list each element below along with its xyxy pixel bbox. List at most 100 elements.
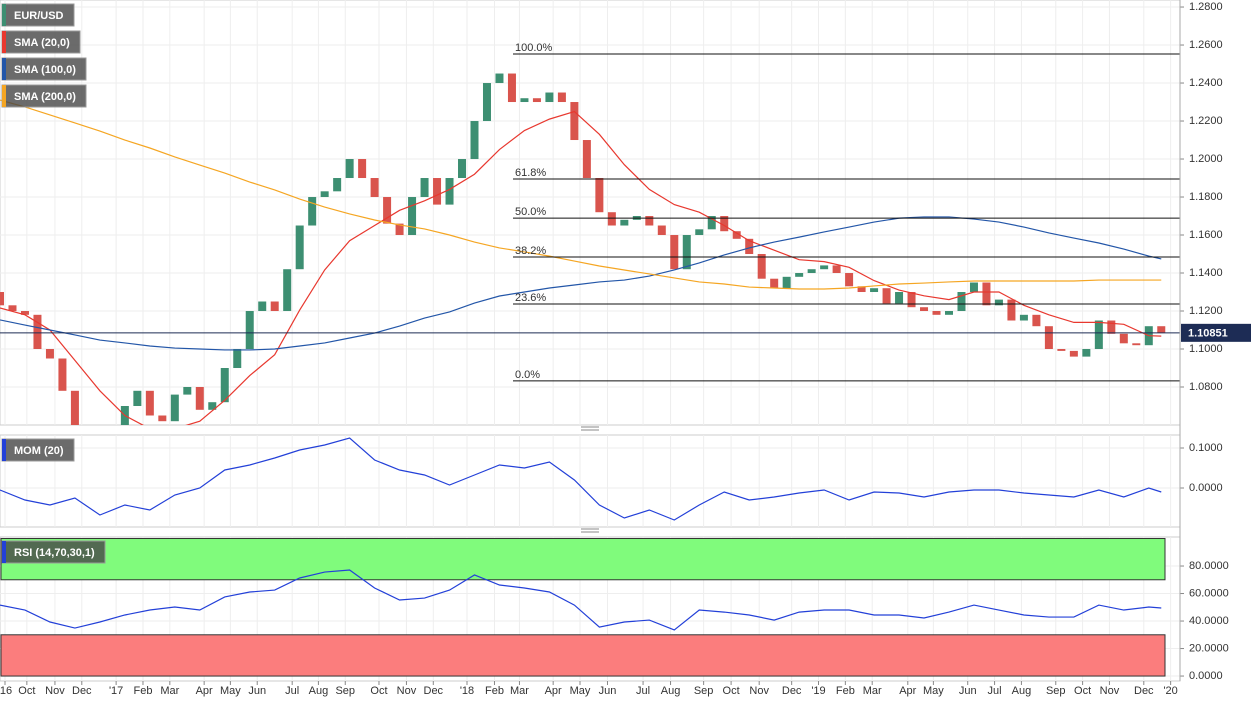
candle-body — [607, 212, 616, 226]
x-tick-label: '18 — [460, 685, 474, 697]
y-tick-label: 1.2200 — [1189, 115, 1223, 127]
legend-label: EUR/USD — [14, 10, 64, 22]
y-tick-label: 1.2600 — [1189, 39, 1223, 51]
fibonacci-label: 50.0% — [515, 206, 546, 218]
x-tick-label: Aug — [1012, 685, 1032, 697]
legend-swatch — [2, 541, 6, 563]
series-line — [0, 569, 1162, 631]
x-tick-label: Jul — [285, 685, 299, 697]
plot-area — [0, 437, 1162, 521]
candle-body — [470, 121, 479, 160]
candle-body — [1007, 299, 1016, 321]
candle-body — [458, 159, 467, 179]
series-line — [0, 110, 1162, 425]
y-tick-label: 0.0000 — [1189, 670, 1223, 682]
candle-body — [370, 178, 379, 198]
candle-body — [832, 265, 841, 274]
y-tick-label: 1.2000 — [1189, 153, 1223, 165]
candle-body — [807, 269, 816, 274]
candle-body — [58, 358, 67, 391]
x-tick-label: Oct — [370, 685, 387, 697]
candle-body — [557, 92, 566, 103]
candle-body — [920, 307, 929, 312]
candle-body — [757, 254, 766, 279]
candle-body — [145, 390, 154, 416]
candle-body — [195, 387, 204, 410]
fibonacci-label: 38.2% — [515, 245, 546, 257]
series-line — [0, 99, 1162, 290]
fibonacci-label: 0.0% — [515, 369, 540, 381]
candle-body — [770, 278, 779, 289]
x-tick-label: Oct — [18, 685, 35, 697]
candle-body — [1157, 326, 1166, 333]
y-tick-label: 0.1000 — [1189, 442, 1223, 454]
candle-body — [33, 314, 42, 350]
zone — [0, 538, 1166, 581]
x-tick-label: Nov — [397, 685, 417, 697]
candle-body — [545, 92, 554, 103]
candle-body — [45, 349, 54, 359]
x-tick-label: Mar — [863, 685, 882, 697]
y-tick-label: 60.0000 — [1189, 587, 1229, 599]
candle-body — [845, 273, 854, 287]
y-tick-label: 1.1800 — [1189, 191, 1223, 203]
x-tick-label: May — [923, 685, 944, 697]
x-tick-label: Dec — [782, 685, 802, 697]
y-tick-label: 20.0000 — [1189, 642, 1229, 654]
candle-body — [320, 191, 329, 198]
series-line — [0, 216, 1162, 351]
x-tick-label: Feb — [485, 685, 504, 697]
candle-body — [1082, 349, 1091, 357]
legend-label: MOM (20) — [14, 445, 64, 457]
candle-body — [183, 387, 192, 395]
candle-body — [695, 229, 704, 236]
candle-body — [720, 216, 729, 232]
fibonacci-label: 23.6% — [515, 292, 546, 304]
candle-body — [795, 273, 804, 277]
y-tick-label: 40.0000 — [1189, 615, 1229, 627]
candle-body — [283, 269, 292, 312]
candle-body — [969, 282, 978, 293]
x-tick-label: Sep — [1046, 685, 1066, 697]
candle-body — [670, 235, 679, 270]
legend-swatch — [2, 85, 6, 107]
candle-body — [70, 390, 79, 425]
candle-body — [295, 225, 304, 270]
legend-label: SMA (200,0) — [14, 91, 76, 103]
fibonacci-label: 100.0% — [515, 42, 553, 54]
legend-swatch — [2, 31, 6, 53]
candle-body — [820, 265, 829, 270]
candle-body — [657, 225, 666, 236]
candle-body — [482, 83, 491, 122]
candle-body — [582, 140, 591, 179]
x-tick-label: Nov — [749, 685, 769, 697]
x-tick-label: Feb — [836, 685, 855, 697]
plot-area: 100.0% 61.8% 50.0% 38.2% 23.6% 0.0% — [0, 42, 1180, 425]
candle-body — [895, 292, 904, 304]
candle-body — [932, 311, 941, 315]
x-tick-label: May — [220, 685, 241, 697]
fibonacci-label: 61.8% — [515, 167, 546, 179]
x-tick-label: Dec — [72, 685, 92, 697]
candle-body — [8, 305, 17, 312]
legend-label: SMA (100,0) — [14, 64, 76, 76]
candle-body — [345, 159, 354, 179]
candle-body — [907, 292, 916, 308]
candle-body — [133, 390, 142, 407]
y-tick-label: 0.0000 — [1189, 482, 1223, 494]
x-tick-label: Apr — [545, 685, 562, 697]
candle-body — [258, 301, 267, 312]
x-tick-label: '17 — [109, 685, 123, 697]
candle-body — [233, 349, 242, 369]
candle-body — [208, 402, 217, 410]
candle-body — [732, 231, 741, 239]
x-tick-label: Dec — [424, 685, 444, 697]
candle-body — [308, 197, 317, 226]
candle-body — [1119, 333, 1128, 344]
candle-body — [532, 98, 541, 103]
x-tick-label: Apr — [899, 685, 916, 697]
x-tick-label: Nov — [1100, 685, 1120, 697]
y-tick-label: 1.1400 — [1189, 267, 1223, 279]
